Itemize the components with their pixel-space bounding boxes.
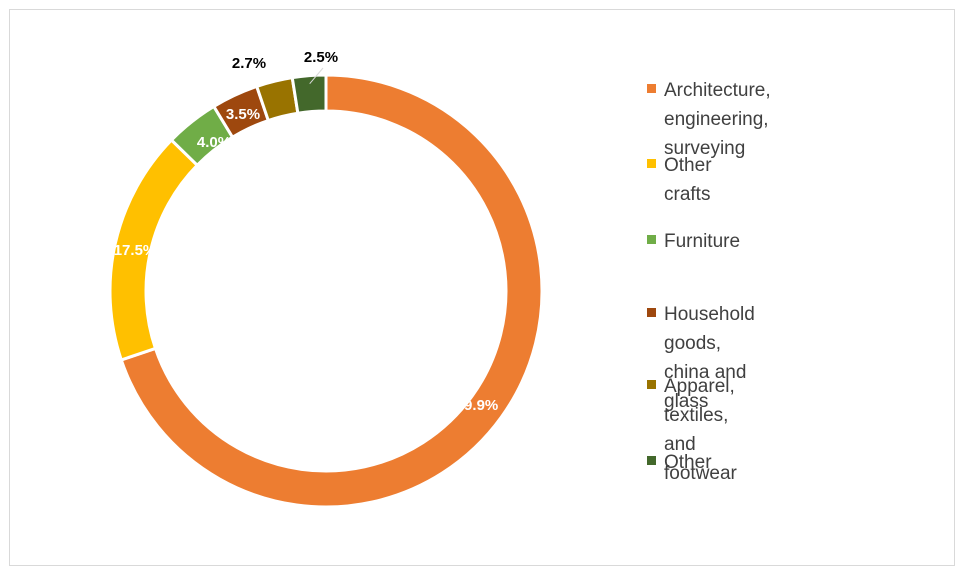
legend-item: Architecture, engineering, surveying xyxy=(647,76,771,163)
legend-label: Other crafts xyxy=(664,155,712,205)
legend-swatch xyxy=(647,159,656,168)
donut-slice-1 xyxy=(119,73,544,509)
legend-item: Household goods, china and glass xyxy=(647,300,755,416)
data-label-5: 2.7% xyxy=(232,55,266,72)
legend-swatch xyxy=(647,84,656,93)
data-label-2: 17.5% xyxy=(114,242,157,259)
legend-label: Household goods, china and glass xyxy=(664,304,755,412)
data-label-6: 2.5% xyxy=(304,49,338,66)
data-label-1: 69.9% xyxy=(456,397,499,414)
data-label-4: 3.5% xyxy=(226,106,260,123)
donut-chart: 69.9% 17.5% 4.0% 3.5% 2.7% 2.5% xyxy=(108,49,544,509)
legend-label: Apparel, textiles, and footwear xyxy=(664,376,737,484)
legend-label: Furniture xyxy=(664,231,741,252)
data-label-leader-line xyxy=(309,67,324,84)
legend-label: Architecture, engineering, surveying xyxy=(664,80,771,159)
legend-swatch xyxy=(647,308,656,317)
legend-swatch xyxy=(647,456,656,465)
data-label-3: 4.0% xyxy=(197,134,231,151)
donut-slices xyxy=(108,73,544,509)
legend-swatch xyxy=(647,235,656,244)
chart-frame: 69.9% 17.5% 4.0% 3.5% 2.7% 2.5% Architecture,… xyxy=(9,9,955,566)
legend-item: Other crafts xyxy=(647,151,712,209)
legend-item: Other xyxy=(647,448,712,477)
legend-label: Other xyxy=(664,452,712,473)
legend-item: Apparel, textiles, and footwear xyxy=(647,372,737,488)
legend-swatch xyxy=(647,380,656,389)
legend-item: Furniture xyxy=(647,227,740,256)
donut-slice-6 xyxy=(290,73,328,115)
data-labels: 69.9% 17.5% 4.0% 3.5% 2.7% 2.5% xyxy=(114,49,499,414)
